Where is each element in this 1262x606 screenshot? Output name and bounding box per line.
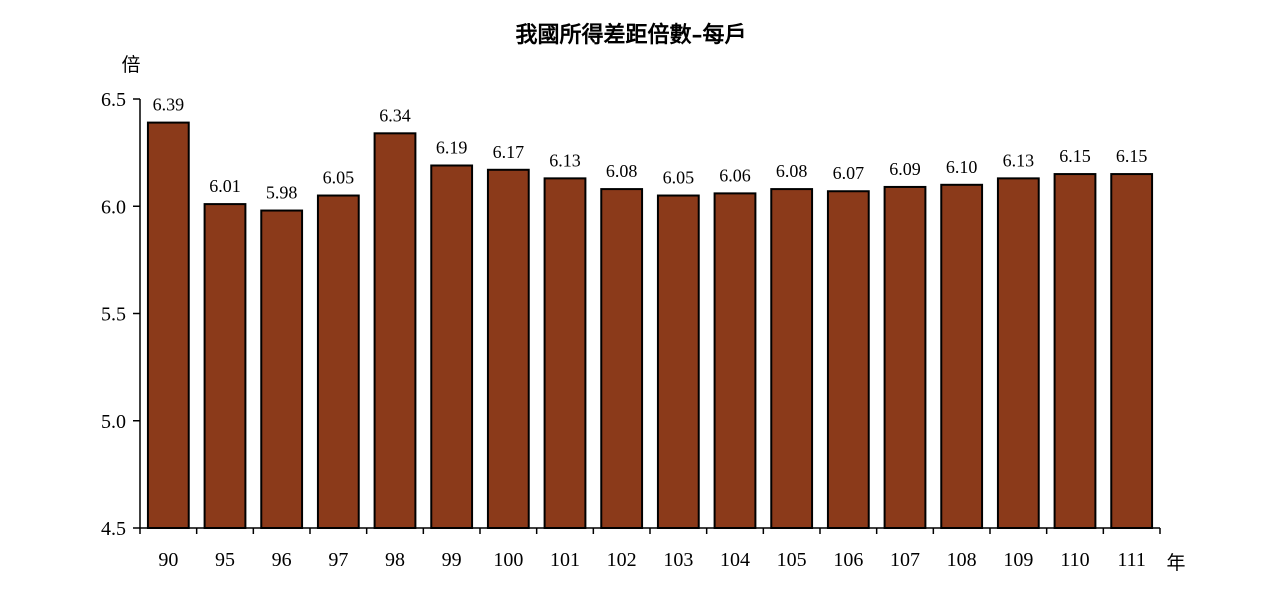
bar-value-label: 6.05 bbox=[323, 168, 355, 188]
x-tick-label: 90 bbox=[158, 549, 178, 571]
bar bbox=[316, 194, 360, 529]
bar bbox=[146, 121, 190, 529]
bar bbox=[883, 185, 927, 529]
bar-value-label: 5.98 bbox=[266, 183, 298, 203]
bar-value-label: 6.15 bbox=[1116, 146, 1148, 166]
y-tick-label: 6.5 bbox=[101, 89, 126, 111]
bar bbox=[713, 192, 757, 529]
bar-value-label: 6.01 bbox=[209, 176, 241, 196]
bar-value-label: 6.09 bbox=[889, 159, 921, 179]
bar bbox=[486, 168, 530, 529]
bar-value-label: 6.13 bbox=[1003, 150, 1035, 170]
bar bbox=[1110, 173, 1154, 529]
bar-value-label: 6.13 bbox=[549, 150, 581, 170]
bar-value-label: 6.19 bbox=[436, 137, 468, 157]
bar bbox=[770, 188, 814, 529]
x-tick-label: 100 bbox=[493, 549, 523, 571]
x-tick-label: 96 bbox=[272, 549, 292, 571]
bar bbox=[430, 164, 474, 529]
bar-value-label: 6.34 bbox=[379, 105, 411, 125]
x-tick-label: 101 bbox=[550, 549, 580, 571]
bar-value-label: 6.39 bbox=[153, 95, 185, 115]
bar-value-label: 6.17 bbox=[493, 142, 525, 162]
x-tick-label: 110 bbox=[1060, 549, 1089, 571]
y-tick-label: 5.5 bbox=[101, 304, 126, 326]
x-tick-label: 95 bbox=[215, 549, 235, 571]
x-axis-unit-label: 年 bbox=[1166, 552, 1185, 574]
bar-value-label: 6.06 bbox=[719, 165, 751, 185]
bar bbox=[543, 177, 587, 530]
bar-value-label: 6.05 bbox=[663, 168, 695, 188]
bar-value-label: 6.08 bbox=[776, 161, 808, 181]
bar-value-label: 6.10 bbox=[946, 157, 978, 177]
x-tick-label: 105 bbox=[777, 549, 807, 571]
bar bbox=[940, 183, 984, 530]
bar bbox=[203, 203, 247, 529]
x-tick-label: 107 bbox=[890, 549, 920, 571]
plot-area: 4.5 5.0 5.5 6.0 6.5 6.39 90 6.01 95 5.98 96 6.05 97 6… bbox=[101, 89, 1161, 571]
x-tick-label: 98 bbox=[385, 549, 405, 571]
y-tick-label: 5.0 bbox=[101, 411, 126, 433]
bar bbox=[996, 177, 1040, 530]
bar bbox=[260, 209, 304, 529]
x-tick-label: 97 bbox=[328, 549, 348, 571]
x-tick-label: 102 bbox=[607, 549, 637, 571]
bar bbox=[656, 194, 700, 529]
chart-title: 我國所得差距倍數–每戶 bbox=[515, 22, 746, 48]
x-tick-label: 106 bbox=[833, 549, 863, 571]
x-tick-label: 103 bbox=[663, 549, 693, 571]
y-axis-unit-label: 倍 bbox=[121, 54, 140, 76]
x-tick-label: 109 bbox=[1003, 549, 1033, 571]
x-tick-label: 99 bbox=[442, 549, 462, 571]
bar bbox=[826, 190, 870, 530]
x-tick-label: 111 bbox=[1117, 549, 1146, 571]
bar-value-label: 6.15 bbox=[1059, 146, 1091, 166]
x-tick-label: 104 bbox=[720, 549, 750, 571]
bar-value-label: 6.08 bbox=[606, 161, 638, 181]
y-tick-label: 4.5 bbox=[101, 518, 126, 540]
bar bbox=[600, 188, 644, 529]
bar bbox=[1053, 173, 1097, 529]
y-tick-label: 6.0 bbox=[101, 196, 126, 218]
bar-value-label: 6.07 bbox=[833, 163, 865, 183]
x-tick-label: 108 bbox=[947, 549, 977, 571]
bar bbox=[373, 132, 417, 529]
